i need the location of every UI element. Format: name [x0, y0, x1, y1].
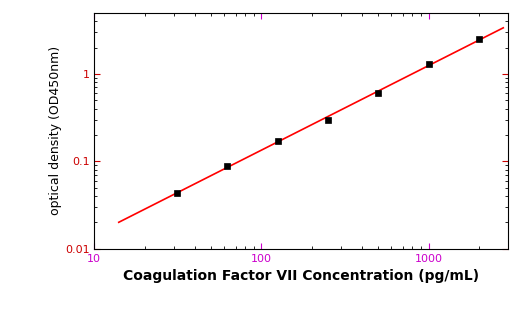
X-axis label: Coagulation Factor VII Concentration (pg/mL): Coagulation Factor VII Concentration (pg…: [123, 269, 479, 283]
Y-axis label: optical density (OD450nm): optical density (OD450nm): [49, 46, 62, 215]
